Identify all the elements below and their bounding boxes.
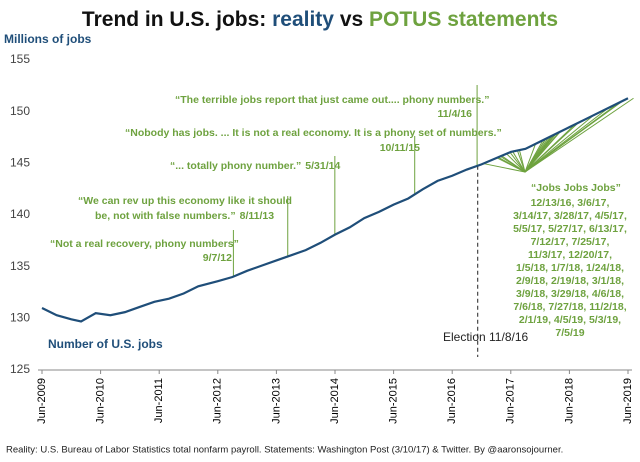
statement-pointer <box>518 150 526 173</box>
statement-pointer <box>483 163 526 173</box>
title-part: reality <box>272 8 334 31</box>
statement-text: “... totally phony number.” <box>170 160 301 172</box>
statement-date: 8/11/13 <box>240 210 275 222</box>
statement-pointer <box>506 153 526 173</box>
y-tick-label: 140 <box>10 207 30 221</box>
statement-pointer <box>501 155 526 173</box>
statement-text: “The terrible jobs report that just came… <box>175 94 489 106</box>
y-axis-label: Millions of jobs <box>4 32 92 46</box>
title-part: vs <box>334 8 369 31</box>
y-tick-label: 150 <box>10 104 30 118</box>
x-tick-label: Jun-2015 <box>388 378 400 424</box>
statement-text: be, not with false numbers.” <box>95 210 236 222</box>
election-label: Election 11/8/16 <box>443 330 528 344</box>
statement-text: “We can rev up this economy like it shou… <box>78 195 292 207</box>
statement-date: 11/4/16 <box>438 108 473 120</box>
x-tick-label: Jun-2013 <box>270 378 282 424</box>
statement-date: 7/12/17, 7/25/17, <box>531 236 610 248</box>
x-tick-label: Jun-2016 <box>446 378 458 424</box>
x-tick-label: Jun-2017 <box>505 378 517 424</box>
statement-date: 9/7/12 <box>203 252 232 264</box>
x-tick-label: Jun-2009 <box>36 378 48 424</box>
statement-date: 2/1/19, 4/5/19, 5/3/19, <box>519 314 621 326</box>
statement-pointer <box>524 143 536 173</box>
data-line <box>41 97 629 323</box>
statement-text: “Nobody has jobs. ... It is not a real e… <box>125 127 502 139</box>
x-tick-label: Jun-2014 <box>329 378 341 424</box>
y-tick-label: 130 <box>10 311 30 325</box>
statement-text: “Not a real recovery, phony numbers” <box>50 238 239 250</box>
statement-date: 3/14/17, 3/28/17, 4/5/17, <box>513 210 627 222</box>
statement-date: 3/9/18, 3/29/18, 4/6/18, <box>516 288 624 300</box>
x-tick-label: Jun-2018 <box>563 378 575 424</box>
statement-date: 7/5/19 <box>555 327 584 339</box>
statement-text: “Jobs Jobs Jobs” <box>531 182 621 194</box>
statement-date: 7/6/18, 7/27/18, 11/2/18, <box>513 301 626 313</box>
statement-date: 11/3/17, 12/20/17, <box>528 249 612 261</box>
statement-date: 5/31/14 <box>305 160 340 172</box>
statement-pointer <box>524 100 624 173</box>
y-tick-label: 125 <box>10 362 30 376</box>
statement-pointer <box>524 131 561 173</box>
chart-title: Trend in U.S. jobs: reality vs POTUS sta… <box>82 8 558 31</box>
title-part: POTUS statements <box>369 8 558 31</box>
statement-pointer <box>524 97 634 173</box>
statement-date: 2/9/18, 2/19/18, 3/1/18, <box>516 275 624 287</box>
statement-date: 1/5/18, 1/7/18, 1/24/18, <box>516 262 624 274</box>
source-note: Reality: U.S. Bureau of Labor Statistics… <box>6 445 563 456</box>
title-part: Trend in U.S. jobs: <box>82 8 272 31</box>
statement-pointer <box>524 114 595 173</box>
statement-pointer <box>524 122 579 173</box>
statement-date: 5/5/17, 5/27/17, 6/13/17, <box>513 223 627 235</box>
y-tick-label: 155 <box>10 52 30 66</box>
statement-date: 12/13/16, 3/6/17, <box>531 197 610 209</box>
x-tick-label: Jun-2012 <box>212 378 224 424</box>
y-tick-label: 135 <box>10 259 30 273</box>
statement-pointer <box>512 151 526 173</box>
series-label: Number of U.S. jobs <box>48 337 163 351</box>
y-tick-label: 145 <box>10 156 30 170</box>
x-tick-label: Jun-2019 <box>622 378 634 424</box>
x-tick-label: Jun-2010 <box>95 378 107 424</box>
x-tick-label: Jun-2011 <box>153 378 165 423</box>
statement-date: 10/11/15 <box>380 142 420 154</box>
